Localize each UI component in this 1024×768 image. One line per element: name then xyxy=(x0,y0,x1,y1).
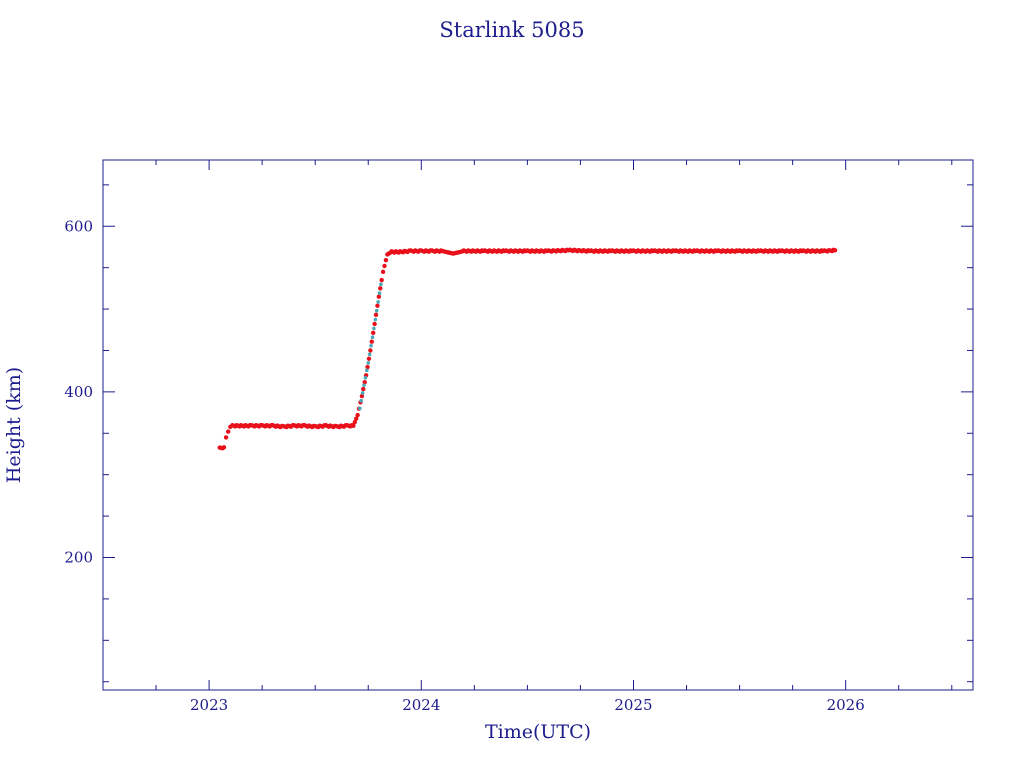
height-point xyxy=(832,248,838,253)
height-point xyxy=(378,286,383,291)
height-point xyxy=(371,330,376,335)
x-tick-label: 2024 xyxy=(402,696,440,714)
ascent-point xyxy=(360,391,365,395)
height-point xyxy=(226,429,231,434)
ascent-point xyxy=(363,376,368,380)
axis-tick-labels: 2023 2024 2025 2026 200 400 600 xyxy=(64,217,864,714)
ascent-point xyxy=(370,335,375,340)
ascent-point xyxy=(379,282,383,287)
height-point xyxy=(375,303,380,308)
height-point xyxy=(354,416,359,421)
height-point xyxy=(351,423,356,429)
height-point xyxy=(223,435,229,440)
ascent-point xyxy=(366,361,371,365)
height-point xyxy=(362,380,367,385)
height-point xyxy=(361,386,366,392)
ascent-point xyxy=(359,398,363,403)
x-tick-label: 2025 xyxy=(614,696,652,714)
ascent-point xyxy=(374,308,379,313)
height-point xyxy=(382,263,387,269)
ascent-point xyxy=(376,300,380,304)
height-point xyxy=(373,312,379,318)
ascent-point xyxy=(365,368,369,373)
plot-frame xyxy=(102,159,974,691)
ascent-point xyxy=(373,317,378,322)
x-axis-label: Time(UTC) xyxy=(485,721,591,743)
ascent-point xyxy=(372,326,376,331)
ascent-point xyxy=(357,406,362,411)
height-point xyxy=(380,269,386,274)
data-points xyxy=(217,247,838,451)
y-tick-label: 600 xyxy=(64,217,93,235)
axis-ticks xyxy=(103,160,973,690)
y-tick-label: 200 xyxy=(64,549,93,567)
height-point xyxy=(368,348,373,353)
height-point xyxy=(352,420,357,425)
y-tick-label: 400 xyxy=(64,383,93,401)
height-point xyxy=(376,294,382,299)
y-axis-label: Height (km) xyxy=(3,367,25,483)
ascent-point xyxy=(362,383,366,388)
x-tick-label: 2026 xyxy=(827,696,865,714)
height-point xyxy=(372,321,377,327)
height-point xyxy=(221,445,227,450)
height-point xyxy=(365,364,370,370)
height-point xyxy=(366,356,372,361)
ascent-point xyxy=(377,291,382,295)
height-point xyxy=(383,258,389,263)
height-point xyxy=(379,277,384,283)
height-point xyxy=(359,393,365,399)
x-tick-label: 2023 xyxy=(190,696,228,714)
chart-title: Starlink 5085 xyxy=(439,18,584,42)
height-point xyxy=(369,339,374,344)
ascent-point xyxy=(369,343,373,348)
height-point xyxy=(355,412,360,418)
ascent-point xyxy=(367,352,372,357)
